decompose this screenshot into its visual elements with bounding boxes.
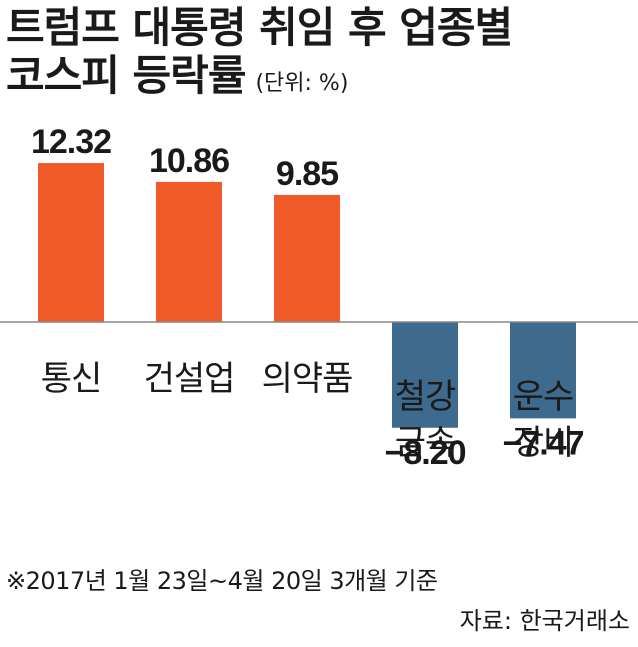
title-line-2-text: 코스피 등락률: [6, 51, 246, 100]
category-label-5-line-1: 운수: [513, 377, 574, 417]
source-label: 자료: 한국거래소: [459, 607, 630, 635]
category-label-4-line-2: 금속: [395, 423, 456, 463]
title-line-1: 트럼프 대통령 취임 후 업종별: [6, 3, 513, 52]
category-label-3: 의약품: [262, 359, 353, 399]
data-label-4: −8.20: [384, 434, 465, 472]
data-label-2: 10.86: [149, 142, 229, 180]
bar-2: [156, 181, 222, 322]
category-label-5-line-2: 장비: [513, 423, 574, 463]
data-label-5: −7.47: [502, 424, 583, 462]
category-label-1: 통신: [41, 359, 102, 399]
data-label-1: 12.32: [31, 123, 111, 161]
bar-1: [38, 163, 104, 322]
category-label-4-line-1: 철강: [395, 377, 456, 417]
data-label-3: 9.85: [276, 155, 338, 193]
footnote: ※2017년 1월 23일~4월 20일 3개월 기준: [6, 567, 438, 595]
bar-4: [392, 322, 458, 428]
unit-label: (단위: %): [255, 71, 349, 96]
bar-5: [510, 322, 576, 419]
category-label-2: 건설업: [144, 359, 235, 399]
chart-title: 트럼프 대통령 취임 후 업종별 코스피 등락률 (단위: %): [6, 3, 513, 108]
bar-3: [274, 194, 340, 322]
title-line-2: 코스피 등락률 (단위: %): [6, 52, 512, 108]
